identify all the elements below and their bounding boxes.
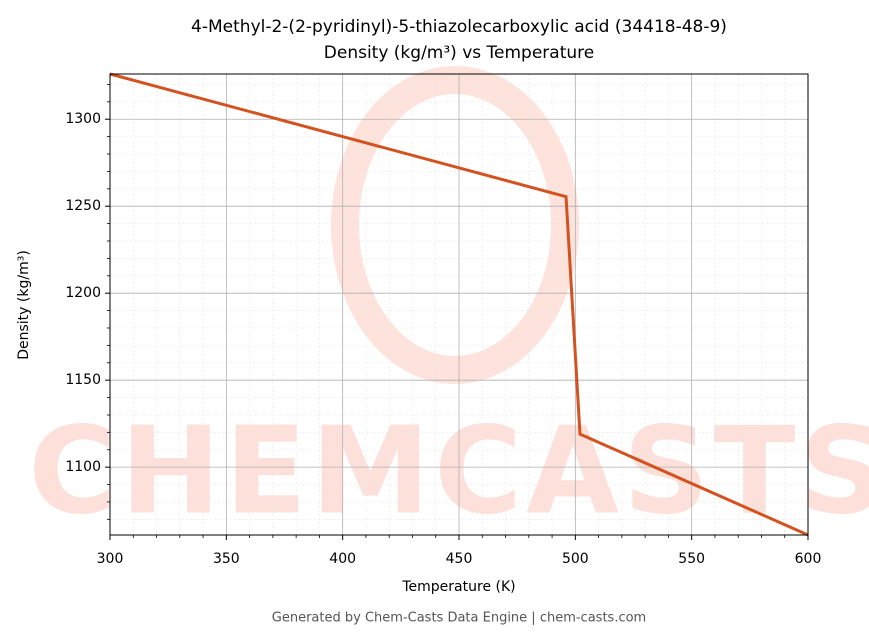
y-tick-label: 1200 <box>65 285 101 301</box>
x-tick-label: 600 <box>795 551 822 567</box>
x-tick-label: 300 <box>97 551 124 567</box>
x-tick-label: 500 <box>562 551 589 567</box>
y-tick-label: 1250 <box>65 198 101 214</box>
x-axis-label: Temperature (K) <box>401 579 515 595</box>
data-line <box>109 72 809 537</box>
x-tick-label: 550 <box>678 551 705 567</box>
chart-title: 4-Methyl-2-(2-pyridinyl)-5-thiazolecarbo… <box>191 17 727 37</box>
y-tick-label: 1100 <box>65 459 101 475</box>
footer: Generated by Chem-Casts Data Engine | ch… <box>272 611 646 626</box>
watermark-logo <box>331 66 579 384</box>
x-tick-label: 400 <box>329 551 356 567</box>
y-axis-label: Density (kg/m³) <box>16 250 32 360</box>
y-tick-label: 1150 <box>65 372 101 388</box>
y-tick-label: 1300 <box>65 111 101 127</box>
x-tick-label: 350 <box>213 551 240 567</box>
x-tick-label: 450 <box>446 551 473 567</box>
chart-subtitle: Density (kg/m³) vs Temperature <box>324 43 594 63</box>
plot-frame <box>109 73 809 536</box>
watermark: CHEMCASTS <box>28 403 869 542</box>
